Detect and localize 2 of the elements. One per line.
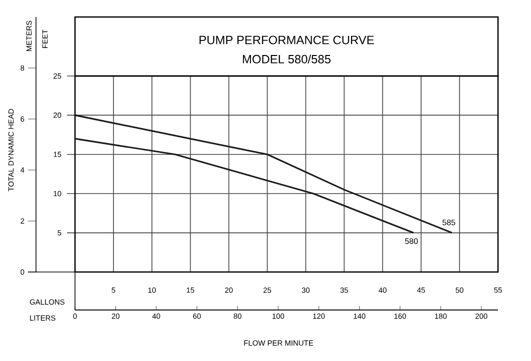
chart-title: PUMP PERFORMANCE CURVE bbox=[200, 36, 374, 44]
chart-subtitle: MODEL 580/585 bbox=[242, 54, 331, 64]
